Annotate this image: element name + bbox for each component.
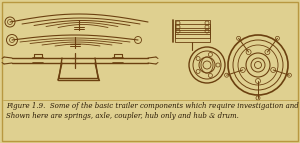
Bar xyxy=(175,20,210,30)
Bar xyxy=(175,24,210,34)
Bar xyxy=(175,28,210,38)
Bar xyxy=(175,32,210,42)
Text: Shown here are springs, axle, coupler, hub only and hub & drum.: Shown here are springs, axle, coupler, h… xyxy=(6,112,239,120)
Text: Figure 1.9.  Some of the basic trailer components which require investigation an: Figure 1.9. Some of the basic trailer co… xyxy=(6,102,300,110)
